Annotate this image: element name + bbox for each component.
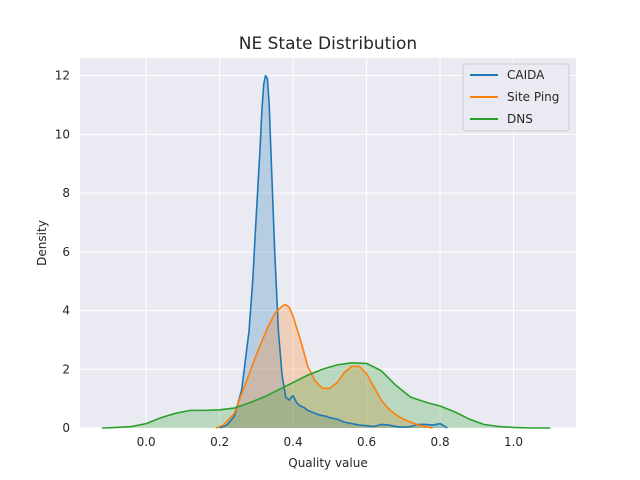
y-tick-label: 0 — [62, 421, 70, 435]
y-tick-labels: 0 2 4 6 8 10 12 — [55, 69, 70, 435]
legend: CAIDA Site Ping DNS — [462, 63, 570, 132]
dns-density-line — [102, 362, 551, 429]
density-lines — [102, 74, 551, 429]
site-ping-density-fill — [215, 304, 433, 428]
legend-label-caida: CAIDA — [507, 68, 545, 82]
site-ping-density-line — [215, 303, 433, 429]
legend-label-dns: DNS — [507, 112, 533, 126]
x-tick-label: 0.8 — [431, 435, 450, 449]
y-tick-label: 2 — [62, 362, 70, 376]
legend-label-site-ping: Site Ping — [507, 90, 559, 104]
x-tick-label: 0.0 — [137, 435, 156, 449]
y-tick-label: 12 — [55, 69, 70, 83]
x-tick-label: 0.4 — [284, 435, 303, 449]
y-tick-label: 8 — [62, 186, 70, 200]
x-tick-label: 1.0 — [504, 435, 523, 449]
legend-box — [462, 63, 570, 132]
y-axis-label: Density — [35, 220, 49, 266]
chart-title: NE State Distribution — [239, 34, 417, 54]
y-tick-label: 4 — [62, 304, 70, 318]
x-axis-label: Quality value — [288, 456, 367, 470]
x-tick-label: 0.6 — [357, 435, 376, 449]
density-fills — [102, 75, 551, 429]
x-tick-labels: 0.0 0.2 0.4 0.6 0.8 1.0 — [137, 435, 524, 449]
dns-density-fill — [102, 362, 551, 428]
y-tick-label: 10 — [55, 127, 70, 141]
x-tick-label: 0.2 — [210, 435, 229, 449]
caida-density-line — [219, 74, 448, 429]
caida-density-fill — [219, 75, 448, 429]
y-tick-label: 6 — [62, 245, 70, 259]
